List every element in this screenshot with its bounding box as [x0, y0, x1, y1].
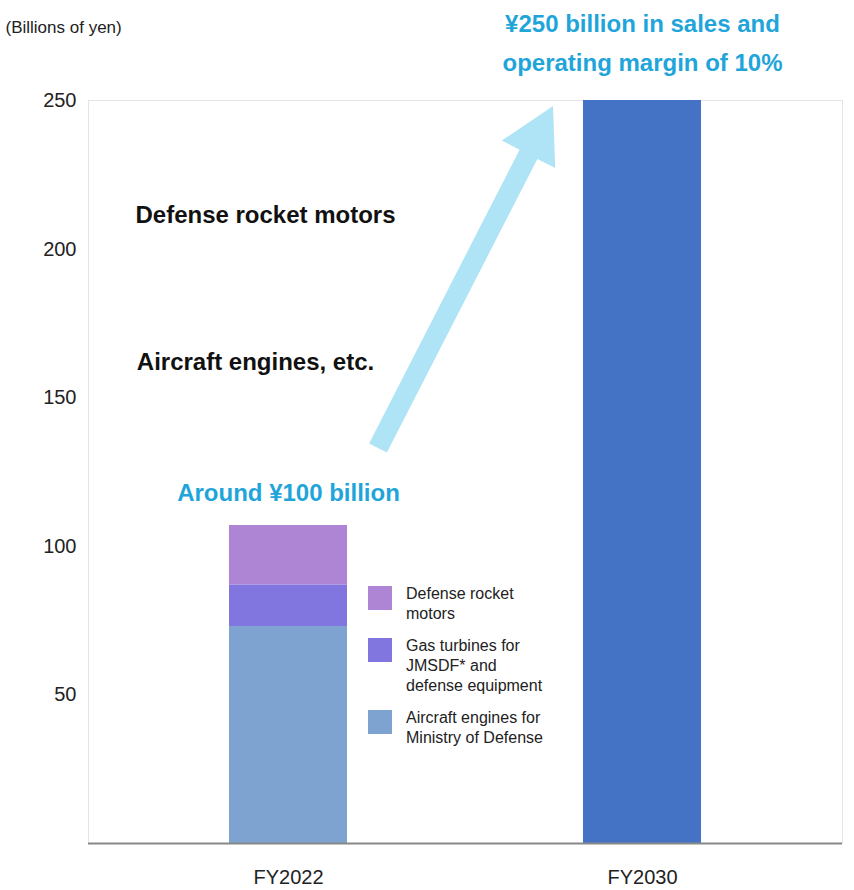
svg-text:Defense rocket motors: Defense rocket motors [135, 201, 395, 228]
svg-text:FY2022: FY2022 [253, 866, 323, 888]
svg-text:100: 100 [43, 535, 76, 557]
html-text:Aircraft engines for Ministry: Aircraft engines for Ministry of Defense [406, 709, 543, 746]
html-text:Defense rocket motors: Defense rocket motors [406, 585, 514, 622]
svg-text:200: 200 [43, 238, 76, 260]
svg-text:¥250 billion in sales andopera: ¥250 billion in sales andoperating margi… [502, 10, 782, 75]
svg-text:(Billions of yen): (Billions of yen) [6, 18, 122, 37]
html-text:Gas turbines for JMSDF* and de: Gas turbines for JMSDF* and defense equi… [406, 637, 543, 694]
svg-text:250: 250 [43, 89, 76, 111]
svg-text:150: 150 [43, 386, 76, 408]
svg-text:Around ¥100 billion: Around ¥100 billion [177, 479, 400, 506]
svg-text:FY2030: FY2030 [607, 866, 677, 888]
svg-text:50: 50 [54, 683, 76, 705]
svg-text:Aircraft engines, etc.: Aircraft engines, etc. [137, 348, 374, 375]
